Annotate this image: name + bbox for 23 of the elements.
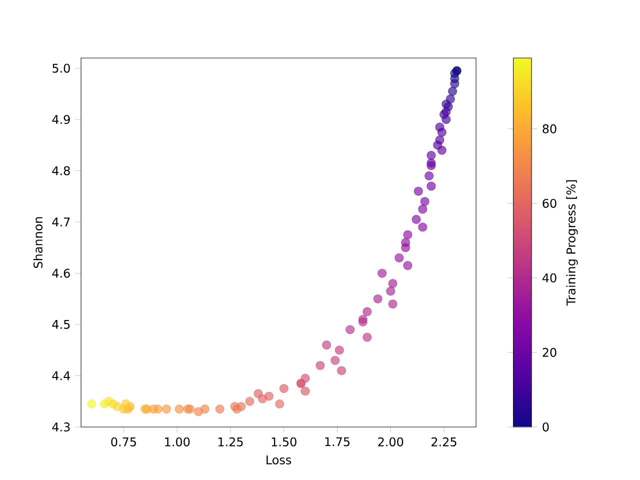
- color-bar-label: 0: [542, 422, 549, 432]
- color-bar-label: 60: [542, 198, 556, 208]
- x-tick-label: 0.75: [111, 437, 136, 446]
- color-bar-title: Training Progress [%]: [566, 180, 578, 306]
- x-tick-label: 2.25: [432, 437, 456, 446]
- y-tick-label: 4.5: [52, 320, 70, 329]
- color-bar-label: 20: [542, 348, 556, 357]
- y-tick-label: 5.0: [52, 64, 70, 73]
- x-tick-label: 1.50: [272, 437, 296, 446]
- y-tick-label: 4.8: [52, 166, 70, 176]
- y-tick-label: 4.6: [52, 268, 70, 278]
- x-tick-label: 2.00: [378, 437, 404, 446]
- x-tick-label: 1.00: [165, 437, 190, 446]
- x-tick-label: 1.25: [218, 437, 243, 446]
- color-bar-label: 40: [542, 273, 556, 282]
- y-tick-label: 4.3: [52, 422, 70, 432]
- y-tick-label: 4.9: [52, 114, 70, 124]
- y-axis-title: Shannon: [33, 217, 43, 268]
- color-bar-label: 80: [542, 124, 556, 134]
- x-tick-label: 1.75: [325, 437, 350, 446]
- y-tick-label: 4.4: [52, 371, 70, 380]
- y-tick-label: 4.7: [52, 218, 70, 226]
- x-axis-title: Loss: [266, 456, 292, 464]
